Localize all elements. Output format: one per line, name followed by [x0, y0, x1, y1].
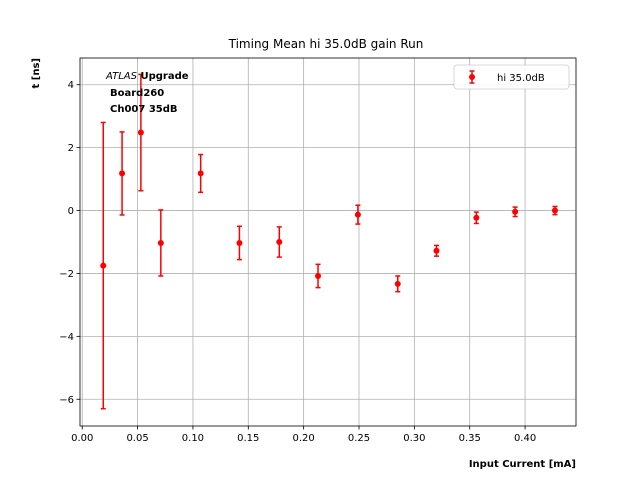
y-tick-label: −6	[59, 395, 74, 406]
x-tick-label: 0.30	[403, 433, 425, 444]
x-axis-label: Input Current [mA]	[469, 459, 576, 470]
data-series	[100, 73, 558, 410]
data-point	[236, 239, 243, 246]
y-tick-label: −2	[59, 269, 74, 280]
y-tick-label: 0	[68, 206, 74, 217]
chart-title: Timing Mean hi 35.0dB gain Run	[228, 37, 424, 51]
data-point	[473, 214, 480, 221]
y-tick-label: 2	[68, 143, 74, 154]
data-point	[551, 207, 558, 214]
atlas-italic: ATLAS	[105, 71, 138, 82]
data-point	[276, 239, 283, 245]
x-tick-label: 0.10	[182, 433, 204, 444]
y-tick-label: 4	[68, 80, 74, 91]
x-tick-label: 0.40	[514, 433, 536, 444]
x-tick-label: 0.25	[348, 433, 370, 444]
data-point	[354, 211, 361, 218]
y-axis-ticks: −6 −4 −2 0 2 4	[59, 80, 80, 406]
legend: hi 35.0dB	[453, 64, 570, 90]
data-point	[433, 247, 440, 254]
x-tick-label: 0.00	[71, 433, 93, 444]
data-point	[315, 272, 322, 279]
channel-label: Ch007 35dB	[110, 104, 178, 115]
legend-entry-label: hi 35.0dB	[497, 73, 545, 84]
data-point	[512, 208, 519, 215]
legend-marker	[469, 74, 475, 80]
legend-box	[453, 64, 570, 90]
data-point	[100, 262, 107, 269]
plot-frame	[79, 57, 577, 427]
y-tick-label: −4	[59, 332, 74, 343]
x-tick-label: 0.35	[459, 433, 481, 444]
x-tick-label: 0.15	[237, 433, 259, 444]
data-point	[197, 170, 204, 177]
board-label: Board260	[110, 88, 164, 99]
x-tick-label: 0.05	[126, 433, 148, 444]
data-point	[157, 239, 164, 246]
upgrade-text: Upgrade	[137, 71, 189, 82]
atlas-label: ATLAS Upgrade	[105, 71, 189, 82]
y-axis-label: t [ns]	[31, 58, 42, 88]
grid	[80, 58, 576, 426]
data-point	[137, 129, 144, 136]
data-point	[394, 280, 401, 287]
x-tick-label: 0.20	[293, 433, 315, 444]
x-axis-ticks: 0.00 0.05 0.10 0.15 0.20 0.25 0.30 0.35 0.40	[71, 426, 536, 444]
data-point	[119, 170, 126, 177]
